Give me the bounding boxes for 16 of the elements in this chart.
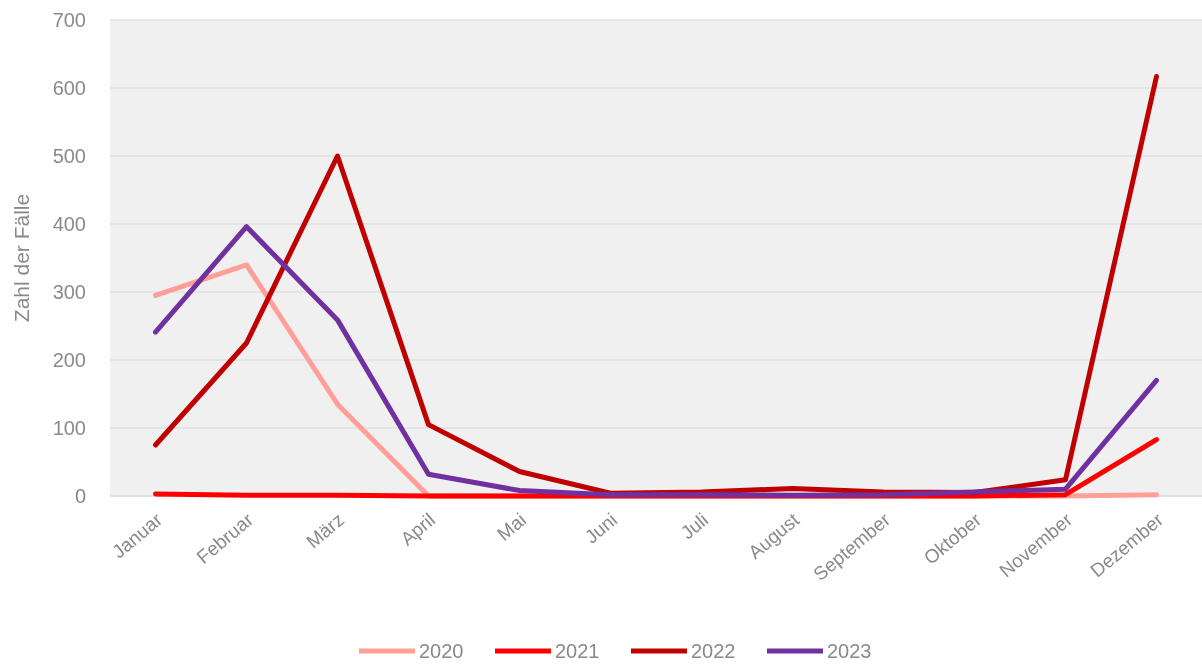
y-axis-title: Zahl der Fälle bbox=[10, 193, 33, 323]
x-tick-label: Juli bbox=[676, 508, 713, 544]
legend-label: 2023 bbox=[827, 640, 872, 662]
legend-label: 2020 bbox=[419, 640, 464, 662]
y-tick-label: 700 bbox=[52, 9, 86, 31]
y-tick-label: 400 bbox=[52, 213, 86, 235]
legend-label: 2022 bbox=[691, 640, 736, 662]
y-tick-label: 300 bbox=[52, 281, 86, 303]
y-tick-label: 0 bbox=[74, 485, 86, 507]
y-tick-label: 500 bbox=[52, 145, 86, 167]
y-tick-label: 600 bbox=[52, 77, 86, 99]
x-tick-label: Mai bbox=[493, 508, 531, 545]
y-tick-label: 100 bbox=[52, 417, 86, 439]
y-tick-label: 200 bbox=[52, 349, 86, 371]
x-tick-label: Juni bbox=[580, 508, 622, 548]
legend-label: 2021 bbox=[555, 640, 600, 662]
